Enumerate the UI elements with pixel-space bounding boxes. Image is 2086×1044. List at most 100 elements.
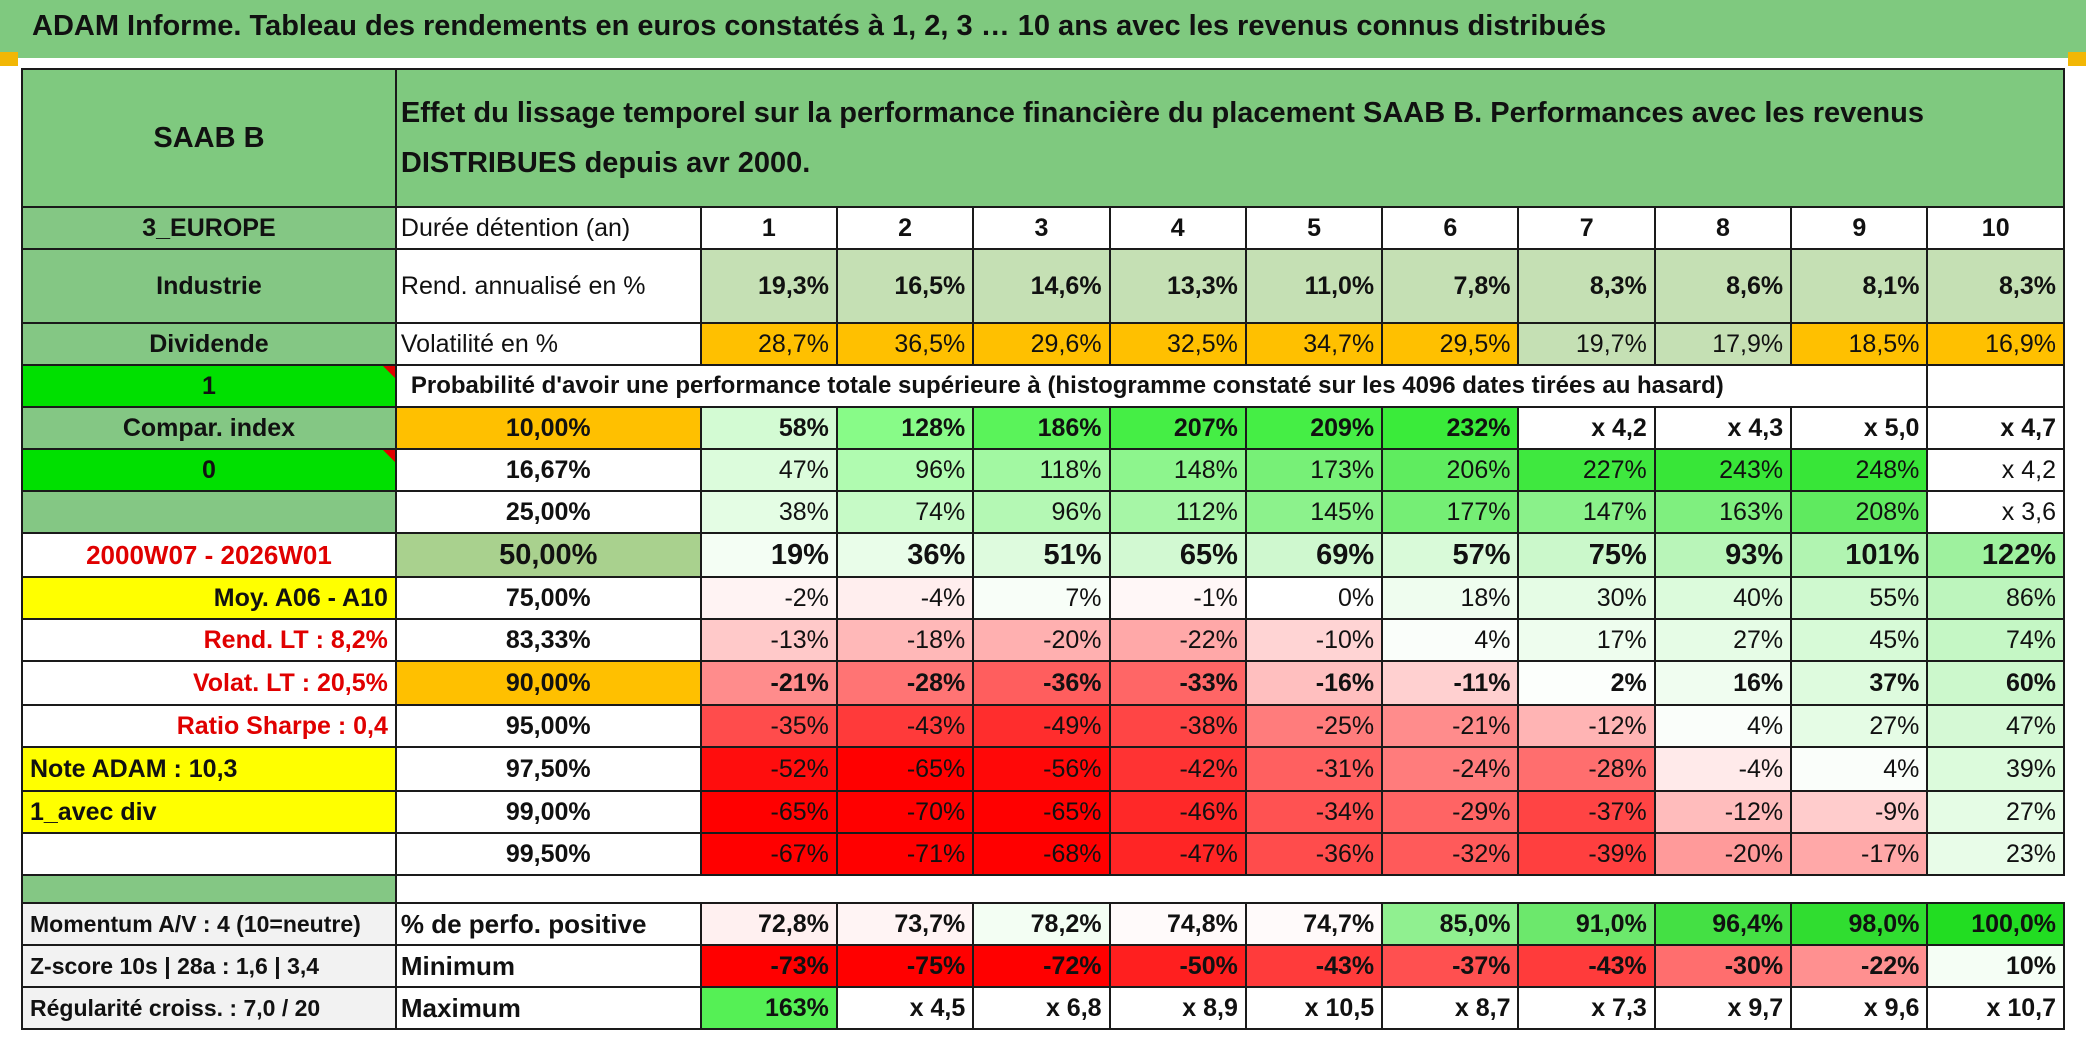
probability-value-cell: 19% — [699, 532, 838, 578]
pos-cell: 72,8% — [699, 902, 838, 946]
probability-value-cell: -67% — [699, 832, 838, 876]
probability-value-cell: 206% — [1381, 448, 1520, 492]
probability-value-cell: -42% — [1108, 746, 1247, 792]
probability-value-cell: -20% — [1653, 832, 1793, 876]
pos-cell: 74,7% — [1244, 902, 1384, 946]
rend-cell: 14,6% — [972, 248, 1111, 324]
probability-value-cell: 101% — [1790, 532, 1929, 578]
table-row: Rend. LT : 8,2% 83,33% -13% -18% -20% -22% -10… — [21, 618, 2065, 662]
vol-cell: 16,9% — [1926, 322, 2065, 366]
corner-marker — [2068, 52, 2086, 66]
note-adam-label: Note ADAM : 10,3 — [21, 746, 397, 792]
probability-value-cell: 148% — [1108, 448, 1247, 492]
probability-value-cell: -65% — [835, 746, 975, 792]
probability-value-cell: -29% — [1381, 790, 1520, 834]
probability-value-cell: 0% — [1244, 576, 1384, 620]
rend-cell: 7,8% — [1381, 248, 1520, 324]
probability-value-cell: 38% — [699, 490, 838, 534]
table-row: Régularité croiss. : 7,0 / 20 Maximum 163%… — [21, 986, 2065, 1030]
min-cell: -30% — [1653, 944, 1793, 988]
table-row: 1 Probabilité d'avoir une performance to… — [21, 364, 2065, 408]
probability-value-cell: -70% — [835, 790, 975, 834]
moy-label: Moy. A06 - A10 — [21, 576, 397, 620]
threshold-cell: 10,00% — [394, 406, 702, 450]
max-cell: x 8,9 — [1108, 986, 1247, 1030]
probability-value-cell: 45% — [1790, 618, 1929, 662]
probability-value-cell: -31% — [1244, 746, 1384, 792]
threshold-cell: 97,50% — [394, 746, 702, 792]
probability-value-cell: 74% — [1926, 618, 2065, 662]
probability-value-cell: 128% — [835, 406, 975, 450]
table-row: Compar. index 10,00% 58% 128% 186% 207% 209% 23… — [21, 406, 2065, 450]
sharpe-label: Ratio Sharpe : 0,4 — [21, 704, 397, 748]
stat-side-label: Momentum A/V : 4 (10=neutre) — [21, 902, 397, 946]
spacer-row — [21, 874, 2064, 904]
compar-index-value: 0 — [21, 448, 397, 492]
rend-cell: 13,3% — [1108, 248, 1247, 324]
probability-value-cell: 186% — [972, 406, 1111, 450]
pos-cell: 78,2% — [972, 902, 1111, 946]
probability-value-cell: 30% — [1517, 576, 1656, 620]
rend-cell: 19,3% — [699, 248, 838, 324]
year-header: 4 — [1108, 206, 1247, 250]
probability-value-cell: 173% — [1244, 448, 1384, 492]
threshold-cell: 90,00% — [394, 660, 702, 706]
empty-side-cell — [21, 832, 397, 876]
probability-value-cell: -65% — [699, 790, 838, 834]
probability-value-cell: -43% — [835, 704, 975, 748]
threshold-cell: 16,67% — [394, 448, 702, 492]
probability-value-cell: 248% — [1790, 448, 1929, 492]
vol-cell: 19,7% — [1517, 322, 1656, 366]
stat-side-label: Régularité croiss. : 7,0 / 20 — [21, 986, 397, 1030]
probability-value-cell: -21% — [1381, 704, 1520, 748]
probability-value-cell: 74% — [835, 490, 975, 534]
probability-value-cell: -18% — [835, 618, 975, 662]
probability-value-cell: 16% — [1653, 660, 1793, 706]
probability-value-cell: -4% — [835, 576, 975, 620]
probability-value-cell: 4% — [1790, 746, 1929, 792]
table-row: Industrie Rend. annualisé en % 19,3% 16,… — [21, 248, 2065, 324]
probability-value-cell: 122% — [1926, 532, 2065, 578]
probability-value-cell: -22% — [1108, 618, 1247, 662]
max-cell: x 4,5 — [835, 986, 975, 1030]
probability-value-cell: 23% — [1926, 832, 2065, 876]
probability-value-cell: -52% — [699, 746, 838, 792]
probability-value-cell: x 4,7 — [1926, 406, 2065, 450]
vol-cell: 29,5% — [1381, 322, 1520, 366]
vol-cell: 36,5% — [835, 322, 975, 366]
threshold-cell: 99,50% — [394, 832, 702, 876]
vol-cell: 28,7% — [699, 322, 838, 366]
probability-value-cell: 27% — [1790, 704, 1929, 748]
min-cell: -50% — [1108, 944, 1247, 988]
probability-value-cell: -24% — [1381, 746, 1520, 792]
probability-value-cell: -38% — [1108, 704, 1247, 748]
vol-cell: 29,6% — [972, 322, 1111, 366]
year-header: 8 — [1653, 206, 1793, 250]
rend-cell: 8,3% — [1926, 248, 2065, 324]
stat-row-label: Maximum — [394, 986, 702, 1030]
empty-side-cell — [21, 874, 397, 904]
probability-value-cell: 163% — [1653, 490, 1793, 534]
table-row: 99,50% -67% -71% -68% -47% -36% -32% -39% -20% -1… — [21, 832, 2065, 876]
probability-value-cell: 177% — [1381, 490, 1520, 534]
spacer-cell — [394, 874, 2064, 904]
max-cell: x 10,5 — [1244, 986, 1384, 1030]
probability-value-cell: 147% — [1517, 490, 1656, 534]
table-row: Moy. A06 - A10 75,00% -2% -4% 7% -1% 0% 18% 30% 4… — [21, 576, 2065, 620]
rend-cell: 8,3% — [1517, 248, 1656, 324]
probability-value-cell: 47% — [1926, 704, 2065, 748]
probability-value-cell: -65% — [972, 790, 1111, 834]
period-label: 2000W07 - 2026W01 — [21, 532, 397, 578]
rend-cell: 11,0% — [1244, 248, 1384, 324]
probability-value-cell: -4% — [1653, 746, 1793, 792]
probability-value-cell: 17% — [1517, 618, 1656, 662]
probability-value-cell: x 5,0 — [1790, 406, 1929, 450]
probability-value-cell: 51% — [972, 532, 1111, 578]
probability-value-cell: x 4,3 — [1653, 406, 1793, 450]
probability-value-cell: -46% — [1108, 790, 1247, 834]
rend-cell: 8,1% — [1790, 248, 1929, 324]
probability-value-cell: 27% — [1926, 790, 2065, 834]
report-title-bar: ADAM Informe. Tableau des rendements en … — [0, 0, 2086, 58]
probability-value-cell: -10% — [1244, 618, 1384, 662]
table-row: Dividende Volatilité en % 28,7% 36,5% 29… — [21, 322, 2065, 366]
